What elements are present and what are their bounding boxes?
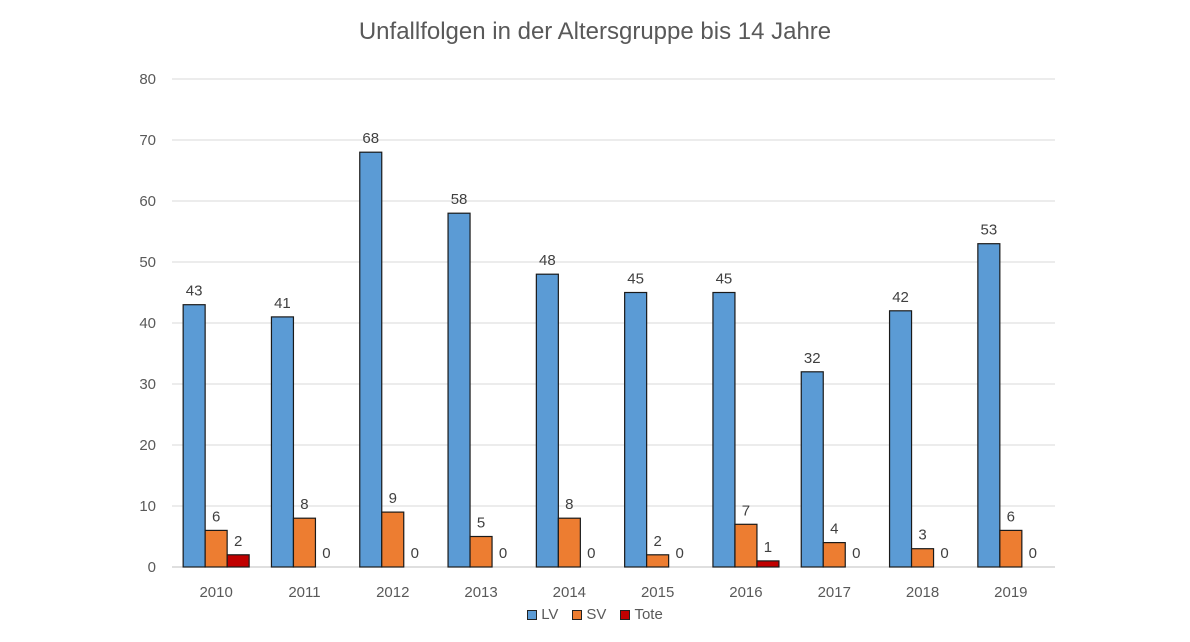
y-tick-label: 30 — [139, 376, 156, 393]
bar-lv — [888, 310, 913, 568]
bar-lv — [359, 151, 383, 568]
legend-label-lv: LV — [541, 606, 559, 623]
bar-lv — [800, 371, 824, 568]
data-label-lv: 58 — [451, 191, 468, 208]
data-label-tote: 0 — [322, 545, 330, 562]
bar-sv — [910, 548, 935, 568]
data-label-sv: 4 — [830, 521, 838, 538]
x-tick-label: 2015 — [641, 584, 674, 600]
data-label-tote: 0 — [411, 545, 419, 562]
data-label-sv: 5 — [477, 515, 485, 532]
data-label-lv: 42 — [892, 289, 909, 306]
data-label-lv: 43 — [186, 283, 203, 300]
data-label-sv: 8 — [565, 496, 573, 513]
data-label-sv: 6 — [212, 508, 220, 525]
bar-lv — [624, 291, 648, 568]
bar-lv — [535, 273, 559, 568]
data-label-lv: 45 — [716, 271, 733, 288]
legend-item-tote: Tote — [620, 606, 663, 623]
legend: LV SV Tote — [0, 606, 1190, 623]
data-label-tote: 0 — [852, 545, 860, 562]
y-tick-label: 10 — [139, 498, 156, 515]
x-tick-label: 2014 — [553, 584, 586, 600]
legend-label-tote: Tote — [634, 606, 663, 623]
bar-sv — [999, 529, 1023, 568]
x-tick-label: 2012 — [376, 584, 409, 600]
data-label-sv: 7 — [742, 502, 750, 519]
data-label-lv: 68 — [362, 130, 379, 147]
data-label-tote: 0 — [940, 545, 948, 562]
x-tick-label: 2010 — [199, 584, 232, 600]
bar-sv — [292, 517, 317, 568]
legend-swatch-tote — [620, 609, 631, 620]
y-tick-label: 50 — [139, 254, 156, 271]
bar-sv — [557, 517, 581, 568]
x-tick-label: 2017 — [818, 584, 851, 600]
data-label-tote: 0 — [587, 545, 595, 562]
y-axis: 0 10 20 30 40 50 60 70 80 — [139, 71, 156, 576]
data-label-lv: 45 — [627, 271, 644, 288]
data-label-sv: 8 — [300, 496, 308, 513]
data-label-lv: 41 — [274, 295, 291, 312]
y-tick-label: 80 — [139, 71, 156, 88]
legend-label-sv: SV — [586, 606, 607, 623]
y-tick-label: 20 — [139, 437, 156, 454]
data-label-tote: 0 — [1029, 545, 1037, 562]
y-tick-label: 70 — [139, 132, 156, 149]
bar-lv — [270, 316, 295, 568]
bar-sv — [381, 511, 405, 568]
chart-title: Unfallfolgen in der Altersgruppe bis 14 … — [358, 18, 832, 45]
legend-swatch-sv — [572, 609, 583, 620]
data-label-sv: 9 — [389, 490, 397, 507]
x-tick-label: 2018 — [906, 584, 939, 600]
bars — [182, 151, 1023, 568]
bar-lv — [447, 212, 471, 568]
data-label-sv: 2 — [653, 533, 661, 550]
x-tick-label: 2016 — [729, 584, 762, 600]
bar-sv — [204, 529, 228, 568]
data-label-sv: 6 — [1007, 508, 1015, 525]
bar-lv — [977, 243, 1001, 568]
data-label-lv: 53 — [981, 222, 998, 239]
bar-tote — [756, 560, 780, 568]
x-tick-label: 2019 — [994, 584, 1027, 600]
data-label-sv: 3 — [918, 527, 926, 544]
bar-sv — [469, 535, 493, 568]
legend-item-sv: SV — [572, 606, 606, 623]
gridlines — [172, 78, 1055, 568]
bar-lv — [712, 291, 736, 568]
bar-tote — [226, 554, 250, 568]
data-label-tote: 1 — [764, 539, 772, 556]
data-label-lv: 48 — [539, 252, 556, 269]
x-axis: 2010 2011 2012 2013 2014 2015 2016 2017 2018 2019 — [199, 584, 1027, 600]
bar-lv — [182, 304, 206, 568]
x-tick-label: 2011 — [288, 584, 320, 600]
legend-item-lv: LV — [527, 606, 558, 623]
y-tick-label: 0 — [148, 559, 156, 576]
data-label-tote: 2 — [234, 533, 242, 550]
legend-swatch-lv — [527, 609, 538, 620]
data-label-tote: 0 — [675, 545, 683, 562]
bar-sv — [646, 554, 670, 568]
y-tick-label: 60 — [139, 193, 156, 210]
data-label-lv: 32 — [804, 350, 821, 367]
x-tick-label: 2013 — [464, 584, 497, 600]
y-tick-label: 40 — [139, 315, 156, 332]
bar-sv — [822, 541, 846, 568]
data-label-tote: 0 — [499, 545, 507, 562]
bar-sv — [734, 523, 758, 568]
